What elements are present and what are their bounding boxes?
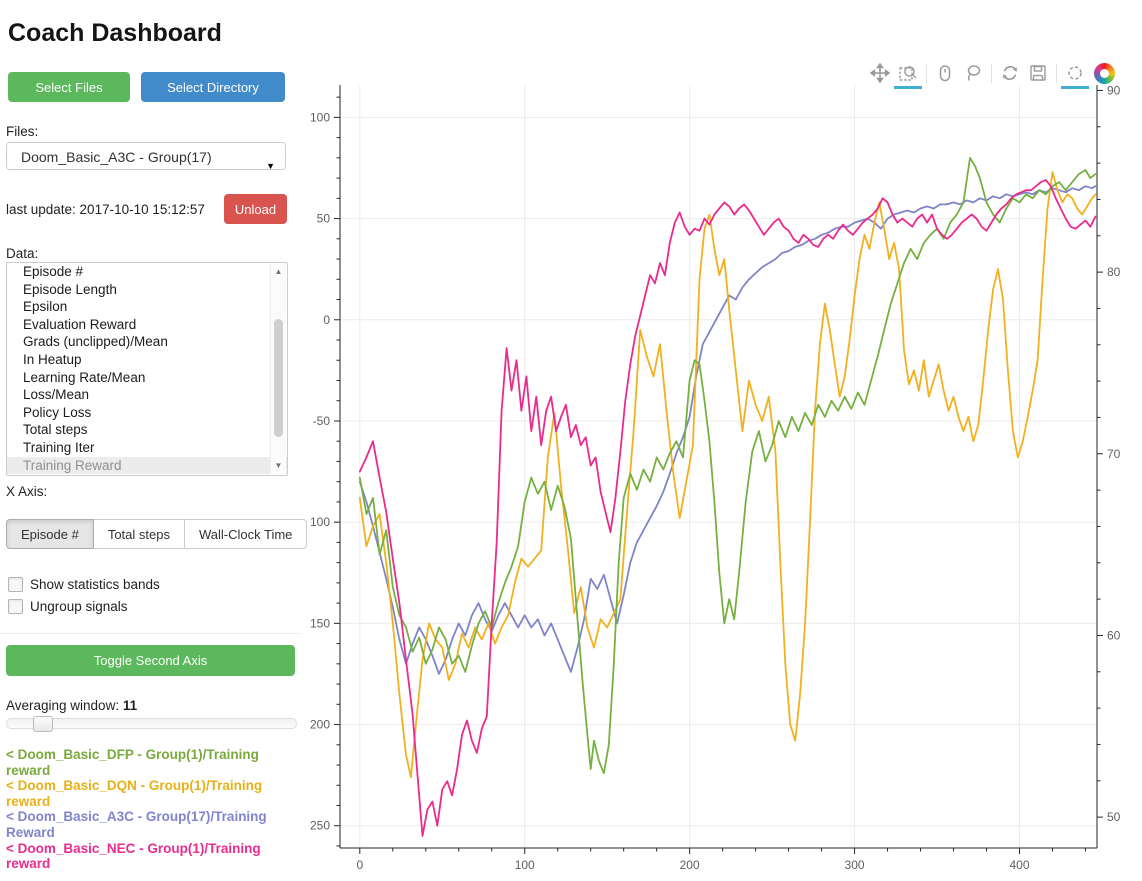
averaging-window-label: Averaging window: 11 (6, 698, 138, 713)
sidebar-divider (0, 633, 300, 634)
svg-text:0: 0 (323, 313, 330, 327)
pan-icon[interactable] (869, 62, 891, 84)
averaging-window-value: 11 (122, 698, 138, 713)
series-line (358, 171, 1097, 779)
page-title: Coach Dashboard (8, 18, 222, 47)
series-line (358, 179, 1097, 837)
unload-button[interactable]: Unload (224, 194, 287, 224)
select-files-button[interactable]: Select Files (8, 72, 130, 102)
svg-text:0: 0 (356, 858, 363, 872)
select-directory-button[interactable]: Select Directory (141, 72, 285, 102)
axes (339, 85, 1098, 849)
checkbox-label: Show statistics bands (30, 576, 160, 592)
box-zoom-icon[interactable] (894, 62, 922, 89)
checkbox-row[interactable]: Ungroup signals (8, 595, 160, 617)
checkbox-icon[interactable] (8, 598, 23, 614)
data-list-item[interactable]: Policy Loss (23, 404, 92, 420)
svg-text:-50: -50 (313, 414, 331, 428)
x-axis-option-button[interactable]: Total steps (93, 519, 185, 549)
svg-text:50: 50 (1107, 810, 1121, 824)
toolbar-separator (991, 63, 992, 83)
svg-text:100: 100 (310, 110, 330, 124)
x-axis-option-button[interactable]: Wall-Clock Time (184, 519, 308, 549)
checkbox-row[interactable]: Show statistics bands (8, 573, 160, 595)
scroll-down-icon[interactable]: ▼ (274, 461, 283, 470)
svg-text:-150: -150 (310, 616, 330, 630)
legend-item[interactable]: < Doom_Basic_DFP - Group(1)/Training rew… (6, 747, 259, 778)
files-select-value: Doom_Basic_A3C - Group(17) (21, 149, 212, 165)
svg-text:200: 200 (680, 858, 700, 872)
data-label: Data: (6, 246, 39, 261)
data-listbox-items: Episode # Episode Length Epsilon Evaluation… (7, 263, 287, 475)
scroll-up-icon[interactable]: ▲ (274, 267, 283, 276)
data-list-item[interactable]: Epsilon (23, 299, 68, 315)
bokeh-logo-icon[interactable] (1094, 62, 1115, 84)
toggle-second-axis-button[interactable]: Toggle Second Axis (6, 645, 295, 676)
legend-item[interactable]: < Doom_Basic_NEC - Group(1)/Training rew… (6, 840, 261, 872)
data-list-item[interactable]: Total steps (23, 422, 88, 438)
legend-item[interactable]: < Doom_Basic_A3C - Group(17)/Training Re… (6, 809, 267, 840)
data-list-item[interactable]: Grads (unclipped)/Mean (23, 334, 168, 350)
svg-text:50: 50 (317, 212, 331, 226)
series-line (358, 185, 1097, 675)
data-list-item[interactable]: Episode Length (23, 281, 117, 297)
data-list-item[interactable]: Learning Rate/Mean (23, 369, 146, 385)
files-select[interactable]: Doom_Basic_A3C - Group(17) ▼ (6, 142, 286, 171)
data-listbox[interactable]: Episode # Episode Length Epsilon Evaluation… (6, 262, 288, 476)
svg-text:80: 80 (1107, 265, 1121, 279)
data-list-item[interactable]: Training Iter (23, 439, 95, 455)
checkbox-label: Ungroup signals (30, 598, 128, 614)
x-axis-label: X Axis: (6, 484, 48, 499)
averaging-window-slider[interactable] (6, 716, 297, 732)
svg-text:100: 100 (515, 858, 535, 872)
axis-tick-labels: 0 100 200 300 400 100 50 0 -50 -100 -150 -200 -250 90… (310, 83, 1121, 872)
dropdown-caret-icon: ▼ (266, 161, 275, 171)
svg-text:-200: -200 (310, 718, 330, 732)
chart-legend: < Doom_Basic_DFP - Group(1)/Training rew… (6, 747, 298, 872)
training-reward-chart[interactable]: 0 100 200 300 400 100 50 0 -50 -100 -150 -200 -250 90… (310, 55, 1142, 881)
hover-icon[interactable] (1061, 62, 1089, 89)
files-label: Files: (6, 124, 39, 139)
series-line (358, 157, 1097, 774)
svg-text:70: 70 (1107, 447, 1121, 461)
bokeh-plot: 0 100 200 300 400 100 50 0 -50 -100 -150 -200 -250 90… (310, 55, 1142, 881)
reset-icon[interactable] (999, 62, 1021, 84)
svg-text:-100: -100 (310, 515, 330, 529)
data-list-item[interactable]: Loss/Mean (23, 387, 90, 403)
gridlines (340, 85, 1097, 848)
x-axis-option-button[interactable]: Episode # (6, 519, 94, 549)
axis-ticks (334, 89, 1103, 854)
toolbar-separator (1056, 63, 1057, 83)
data-list-item[interactable]: Training Reward (7, 456, 287, 475)
last-update-text: last update: 2017-10-10 15:12:57 (6, 202, 205, 217)
lasso-select-icon[interactable] (962, 62, 984, 84)
svg-text:-250: -250 (310, 819, 330, 833)
slider-thumb[interactable] (33, 716, 53, 732)
listbox-scrollbar[interactable]: ▲ ▼ (270, 264, 286, 474)
checkbox-area: Show statistics bands Ungroup signals (8, 573, 160, 617)
bokeh-toolbar (866, 60, 1115, 89)
save-icon[interactable] (1027, 62, 1049, 84)
data-list-item[interactable]: Evaluation Reward (23, 316, 137, 332)
data-list-item[interactable]: In Heatup (23, 351, 82, 367)
checkbox-icon[interactable] (8, 576, 23, 592)
data-list-item[interactable]: Episode # (23, 264, 84, 279)
svg-text:400: 400 (1009, 858, 1029, 872)
scrollbar-thumb[interactable] (274, 319, 283, 437)
x-axis-button-group: Episode # Total steps Wall-Clock Time (6, 519, 308, 551)
svg-text:60: 60 (1107, 628, 1121, 642)
svg-text:300: 300 (845, 858, 865, 872)
toolbar-separator (926, 63, 927, 83)
svg-text:90: 90 (1107, 83, 1121, 97)
legend-item[interactable]: < Doom_Basic_DQN - Group(1)/Training rew… (6, 778, 263, 809)
wheel-zoom-icon[interactable] (934, 62, 956, 84)
